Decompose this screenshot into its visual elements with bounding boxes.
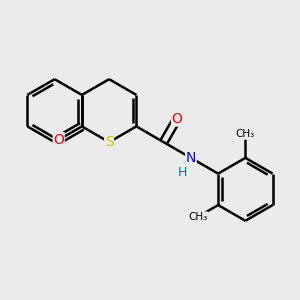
- Text: CH₃: CH₃: [236, 129, 255, 139]
- Text: H: H: [178, 167, 187, 179]
- Text: N: N: [186, 151, 196, 165]
- Text: S: S: [105, 135, 113, 149]
- Text: CH₃: CH₃: [188, 212, 207, 222]
- Text: O: O: [172, 112, 182, 126]
- Text: O: O: [53, 133, 64, 147]
